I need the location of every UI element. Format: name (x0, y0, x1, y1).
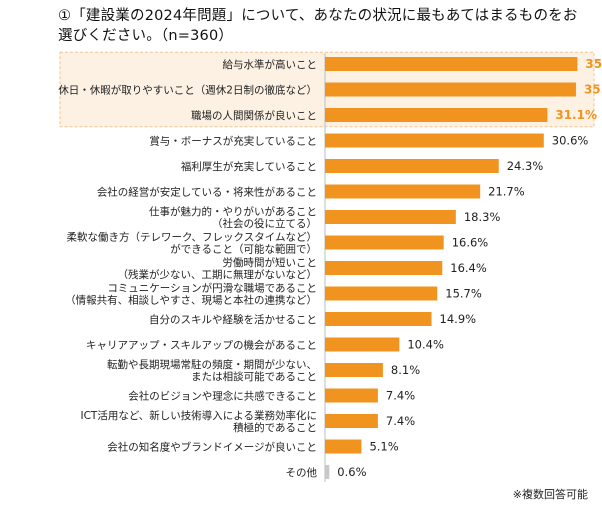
value-label-10: 15.7% (445, 287, 482, 301)
category-label-3: 職場の人間関係が良いこと (191, 109, 317, 122)
category-label-5: 福利厚生が充実していること (181, 160, 317, 173)
category-label-7-line-2: （社会の役に立てる） (212, 217, 317, 230)
category-label-8-line-1: 柔軟な働き方（テレワーク、フレックスタイムなど） (66, 231, 317, 244)
category-label-10-line-2: （情報共有、相談しやすさ、現場と本社の連携など） (65, 294, 317, 307)
value-label-5: 24.3% (507, 159, 544, 173)
category-label-1-line-1: 給与水準が高いこと (223, 58, 318, 71)
category-label-3-line-1: 職場の人間関係が良いこと (191, 109, 317, 122)
category-label-14-line-1: 会社のビジョンや理念に共感できること (128, 390, 317, 403)
category-label-9: 労働時間が短いこと（残業が少ない、工期に無理がないなど） (118, 256, 318, 281)
category-label-1: 給与水準が高いこと (223, 58, 318, 71)
category-label-12: キャリアアップ・スキルアップの機会があること (86, 339, 317, 352)
category-label-6: 会社の経営が安定している・将来性があること (97, 186, 317, 199)
bar-6 (325, 184, 481, 199)
category-label-6-line-1: 会社の経営が安定している・将来性があること (97, 186, 317, 199)
value-label-6: 21.7% (488, 185, 525, 199)
bar-14 (325, 388, 378, 403)
category-label-15-line-2: 積極的であること (233, 421, 317, 434)
value-label-14: 7.4% (386, 389, 415, 403)
chart-title: ①「建設業の2024年問題」について、あなたの状況に最もあてはまるものをお 選び… (58, 6, 598, 46)
category-label-16-line-1: 会社の知名度やブランドイメージが良いこと (107, 441, 317, 454)
category-label-14: 会社のビジョンや理念に共感できること (128, 390, 317, 403)
category-label-7-line-1: 仕事が魅力的・やりがいがあること (149, 205, 317, 218)
category-label-10: コミュニケーションが円滑な職場であること（情報共有、相談しやすさ、現場と本社の連… (65, 282, 317, 307)
value-label-17: 0.6% (337, 465, 366, 479)
value-label-15: 7.4% (386, 414, 415, 428)
category-label-13-line-2: または相談可能であること (191, 370, 317, 383)
category-label-17: その他 (286, 466, 318, 479)
category-label-13: 転勤や長期現場常駐の頻度・期間が少ない、または相談可能であること (107, 358, 317, 383)
category-label-2: 休日・休暇が取りやすいこと（週休2日制の徹底など） (58, 84, 317, 97)
category-label-12-line-1: キャリアアップ・スキルアップの機会があること (86, 339, 317, 352)
category-label-13-line-1: 転勤や長期現場常駐の頻度・期間が少ない、 (107, 358, 317, 371)
value-label-7: 18.3% (464, 210, 501, 224)
category-label-4-line-1: 賞与・ボーナスが充実していること (149, 135, 317, 148)
category-label-5-line-1: 福利厚生が充実していること (181, 160, 317, 173)
category-label-10-line-1: コミュニケーションが円滑な職場であること (107, 282, 317, 295)
value-label-13: 8.1% (391, 363, 420, 377)
category-label-15-line-1: ICT活用など、新しい技術導入による業務効率化に (80, 409, 317, 422)
category-label-17-line-1: その他 (286, 466, 318, 479)
value-label-1: 35.3% (585, 57, 602, 71)
bar-5 (325, 159, 499, 173)
chart-title-line-2: 選びください。（n=360） (58, 28, 234, 44)
category-label-9-line-2: （残業が少ない、工期に無理がないなど） (118, 268, 318, 281)
value-label-4: 30.6% (552, 134, 589, 148)
value-label-11: 14.9% (440, 312, 477, 326)
value-label-2: 35.1% (584, 83, 602, 97)
bar-8 (325, 235, 444, 250)
category-label-8: 柔軟な働き方（テレワーク、フレックスタイムなど）ができること（可能な範囲で） (66, 231, 317, 256)
bar-4 (325, 133, 544, 148)
bar-17 (325, 465, 330, 479)
category-label-11: 自分のスキルや経験を活かせること (149, 313, 317, 326)
chart-title-line-1: ①「建設業の2024年問題」について、あなたの状況に最もあてはまるものをお (58, 8, 578, 24)
bar-11 (325, 312, 432, 326)
bar-3 (325, 108, 548, 122)
category-label-16: 会社の知名度やブランドイメージが良いこと (107, 441, 317, 454)
bar-1 (325, 57, 578, 71)
bar-9 (325, 261, 443, 275)
bar-13 (325, 363, 383, 377)
value-label-3: 31.1% (555, 108, 597, 122)
category-label-9-line-1: 労働時間が短いこと (223, 256, 318, 269)
category-label-15: ICT活用など、新しい技術導入による業務効率化に積極的であること (80, 409, 317, 434)
category-label-2-line-1: 休日・休暇が取りやすいこと（週休2日制の徹底など） (58, 84, 317, 97)
bar-15 (325, 414, 378, 428)
value-label-8: 16.6% (452, 236, 489, 250)
category-label-7: 仕事が魅力的・やりがいがあること（社会の役に立てる） (149, 205, 317, 230)
value-label-9: 16.4% (450, 261, 487, 275)
value-label-16: 5.1% (369, 440, 398, 454)
category-label-4: 賞与・ボーナスが充実していること (149, 135, 317, 148)
footnote-multiple-answers: ※複数回答可能 (512, 488, 588, 501)
bar-12 (325, 337, 400, 352)
value-label-12: 10.4% (407, 338, 444, 352)
bar-16 (325, 439, 362, 454)
bar-7 (325, 210, 456, 224)
bar-2 (325, 82, 576, 97)
category-label-8-line-2: ができること（可能な範囲で） (170, 243, 317, 256)
category-label-11-line-1: 自分のスキルや経験を活かせること (149, 313, 317, 326)
bar-10 (325, 286, 438, 301)
